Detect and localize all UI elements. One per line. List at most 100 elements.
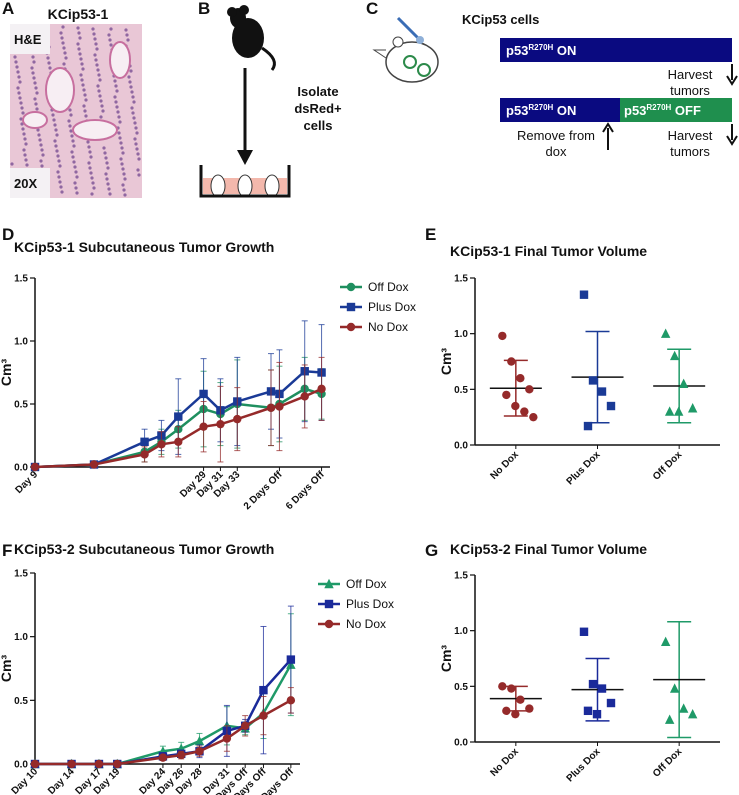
marker — [516, 695, 525, 704]
remove-text: dox — [546, 144, 567, 159]
marker — [511, 401, 520, 411]
nucleus — [107, 187, 111, 191]
nucleus — [40, 164, 44, 168]
nucleus — [57, 175, 61, 179]
panel-label: C — [366, 0, 378, 18]
nucleus — [108, 192, 112, 196]
nucleus — [137, 157, 141, 161]
nucleus — [92, 32, 96, 36]
nucleus — [61, 25, 65, 29]
lumen — [109, 41, 131, 79]
nucleus — [118, 120, 122, 124]
x-tick-label: Off Dox — [651, 449, 685, 483]
marker — [673, 406, 684, 416]
y-tick-label: 0.5 — [454, 385, 468, 396]
nucleus — [117, 115, 121, 119]
nucleus — [123, 177, 127, 181]
nucleus — [129, 85, 133, 89]
marker — [660, 328, 671, 338]
nucleus — [132, 100, 136, 104]
y-axis-label: Cm³ — [438, 645, 454, 673]
marker — [140, 437, 149, 446]
nucleus — [95, 63, 99, 67]
nucleus — [81, 83, 85, 87]
nucleus — [74, 186, 78, 190]
nucleus — [106, 182, 110, 186]
harvest-text: tumors — [670, 144, 710, 159]
lumen — [22, 111, 48, 129]
marker — [507, 684, 516, 693]
nucleus — [70, 134, 74, 138]
nucleus — [113, 79, 117, 83]
nucleus — [103, 151, 107, 155]
legend-label: Plus Dox — [346, 597, 394, 611]
marker — [664, 714, 675, 724]
nucleus — [120, 162, 124, 166]
series-line — [34, 369, 322, 469]
marker — [507, 357, 516, 366]
marker — [199, 422, 208, 431]
nucleus — [131, 95, 135, 99]
nucleus — [39, 159, 43, 163]
nucleus — [122, 188, 126, 192]
marker — [529, 412, 538, 422]
nucleus — [55, 149, 59, 153]
nucleus — [133, 137, 137, 141]
marker — [606, 698, 616, 708]
marker — [266, 403, 276, 412]
marker — [664, 406, 675, 416]
nucleus — [69, 129, 73, 133]
nucleus — [23, 137, 27, 141]
nucleus — [75, 191, 79, 195]
marker — [678, 703, 689, 713]
marker — [525, 704, 534, 713]
nucleus — [100, 104, 104, 108]
marker — [597, 387, 607, 396]
nucleus — [22, 148, 26, 152]
y-tick-label: 1.5 — [14, 569, 28, 580]
y-tick-label: 1.5 — [454, 571, 468, 582]
nucleus — [94, 58, 98, 62]
chart-title: KCip53-2 Subcutaneous Tumor Growth — [14, 541, 274, 557]
nucleus — [109, 27, 113, 31]
nucleus — [30, 66, 34, 70]
nucleus — [71, 139, 75, 143]
marker — [158, 753, 168, 762]
nucleus — [121, 167, 125, 171]
y-axis-label: Cm³ — [0, 359, 14, 387]
x-tick-label: Off Dox — [651, 746, 685, 780]
nucleus — [114, 100, 118, 104]
nucleus — [92, 186, 96, 190]
nucleus — [54, 144, 58, 148]
legend-label: No Dox — [368, 320, 408, 334]
marker — [177, 750, 186, 760]
marker — [592, 709, 602, 719]
marker — [259, 685, 268, 695]
series-line — [34, 387, 322, 469]
nucleus — [96, 68, 100, 72]
nucleus — [101, 109, 105, 113]
marker — [30, 462, 40, 472]
nucleus — [89, 171, 93, 175]
nucleus — [120, 146, 124, 150]
legend-marker — [324, 578, 334, 589]
nucleus — [32, 76, 36, 80]
panel-label: D — [2, 225, 14, 244]
nucleus — [78, 36, 82, 40]
marker — [194, 735, 205, 746]
nucleus — [15, 65, 19, 69]
nucleus — [137, 173, 141, 177]
nucleus — [127, 75, 131, 79]
y-tick-label: 1.0 — [454, 626, 468, 637]
nucleus — [104, 172, 108, 176]
y-tick-label: 0.0 — [14, 760, 28, 771]
nucleus — [48, 66, 52, 70]
nucleus — [19, 101, 23, 105]
nucleus — [125, 33, 129, 37]
nucleus — [10, 162, 14, 166]
nucleus — [84, 98, 88, 102]
nucleus — [94, 42, 98, 46]
nucleus — [18, 96, 22, 100]
nucleus — [33, 81, 37, 85]
